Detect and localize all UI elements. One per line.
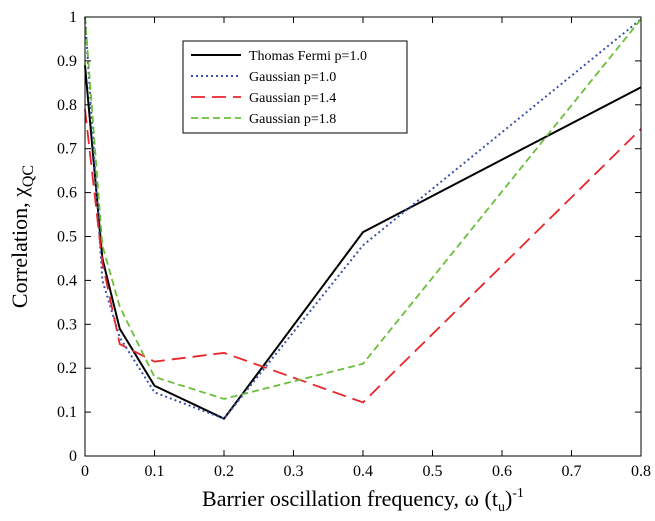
y-tick-label: 0.7	[57, 141, 77, 158]
y-tick-label: 0	[69, 448, 77, 465]
x-tick-label: 0.1	[145, 463, 165, 480]
y-axis-label: Correlation, χQC	[7, 165, 37, 308]
y-axis-label-sub: QC	[20, 165, 37, 187]
series-line-2	[84, 16, 642, 420]
y-tick-label: 0.5	[57, 229, 77, 246]
ticks-layer: 0 0.1 0.2 0.3 0.4 0.5 0.6 0.7 0.8 0 0.1 0.2 0.3 0.4 0.…	[57, 9, 651, 480]
x-tick-label: 0.7	[562, 463, 582, 480]
legend-label-4: Gaussian p=1.8	[249, 112, 336, 127]
x-tick-label: 0.6	[492, 463, 512, 480]
y-tick-label: 0.2	[57, 360, 77, 377]
legend-box	[182, 40, 408, 134]
x-tick-label: 0.4	[353, 463, 373, 480]
y-tick-label: 1	[69, 9, 77, 26]
y-axis-label-main: Correlation, χ	[7, 187, 32, 308]
x-axis-label-main: Barrier oscillation frequency, ω (t	[202, 486, 498, 511]
legend: Thomas Fermi p=1.0 Gaussian p=1.0 Gaussian…	[182, 40, 408, 134]
x-tick-label: 0.3	[284, 463, 304, 480]
y-tick-label: 0.6	[57, 185, 77, 202]
y-tick-label: 0.4	[57, 272, 77, 289]
x-axis-label-sub: u	[498, 500, 505, 515]
y-tick-label: 0.1	[57, 404, 77, 421]
x-tick-label: 0	[81, 463, 89, 480]
x-tick-label: 0.8	[631, 463, 651, 480]
x-axis-label: Barrier oscillation frequency, ω (tu)-1	[202, 486, 524, 515]
x-tick-label: 0.2	[214, 463, 234, 480]
y-tick-label: 0.8	[57, 97, 77, 114]
x-axis-label-tail: )	[505, 486, 512, 511]
series-line-4	[84, 16, 642, 400]
series-layer	[84, 16, 642, 420]
legend-label-3: Gaussian p=1.4	[249, 91, 336, 106]
x-tick-label: 0.5	[423, 463, 443, 480]
series-line-3	[84, 109, 642, 404]
y-tick-label: 0.9	[57, 53, 77, 70]
legend-label-2: Gaussian p=1.0	[249, 70, 336, 85]
y-tick-label: 0.3	[57, 316, 77, 333]
legend-label-1: Thomas Fermi p=1.0	[249, 49, 367, 64]
x-axis-label-sup: -1	[512, 486, 524, 501]
